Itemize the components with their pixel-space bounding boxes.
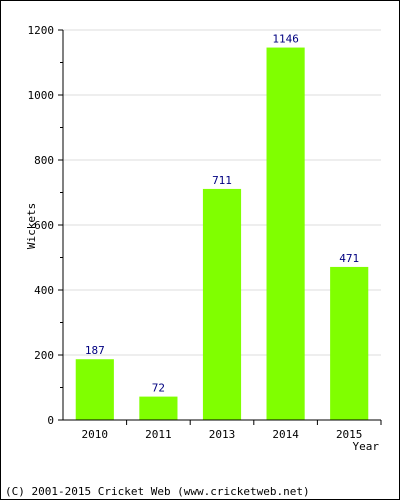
data-label: 72 <box>152 382 165 395</box>
bars: 187 72 711 1146 471 <box>75 33 369 421</box>
y-axis-title: Wickets <box>25 203 38 249</box>
bar <box>139 396 178 420</box>
y-tick-label: 1000 <box>28 89 55 102</box>
y-tick-label: 800 <box>34 154 54 167</box>
bar <box>202 188 242 420</box>
data-label: 1146 <box>272 33 299 46</box>
copyright-footer: (C) 2001-2015 Cricket Web (www.cricketwe… <box>5 485 310 498</box>
data-label: 471 <box>339 252 359 265</box>
x-tick-label: 2013 <box>209 428 236 441</box>
x-tick-label: 2010 <box>82 428 109 441</box>
x-tick-label: 2015 <box>336 428 363 441</box>
y-tick-label: 600 <box>34 219 54 232</box>
x-ticks: 2010 2011 2013 2014 2015 <box>82 420 382 441</box>
bar <box>330 266 369 420</box>
y-ticks: 0 200 400 600 800 1000 1200 <box>28 24 63 427</box>
x-axis-title: Year <box>353 440 380 453</box>
data-label: 187 <box>85 344 105 357</box>
y-tick-label: 0 <box>47 414 54 427</box>
y-tick-label: 200 <box>34 349 54 362</box>
x-tick-label: 2014 <box>272 428 299 441</box>
y-tick-label: 1200 <box>28 24 55 37</box>
bar <box>75 359 114 420</box>
x-tick-label: 2011 <box>145 428 172 441</box>
y-tick-label: 400 <box>34 284 54 297</box>
bar <box>266 47 305 421</box>
data-label: 711 <box>212 174 232 187</box>
